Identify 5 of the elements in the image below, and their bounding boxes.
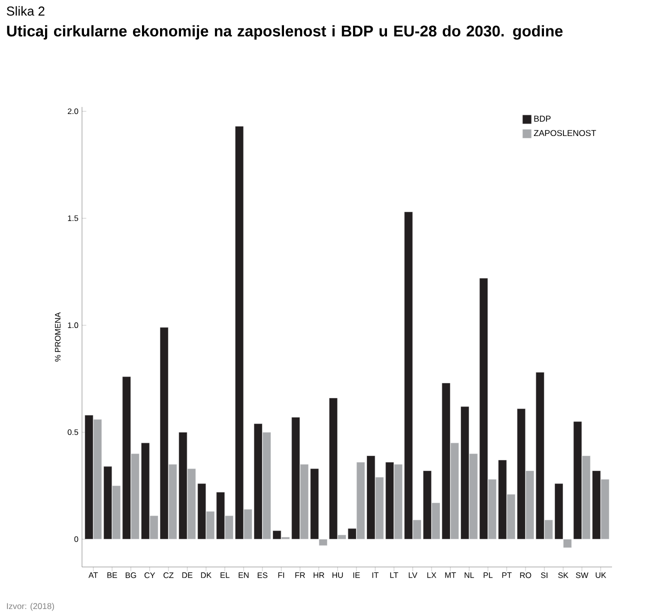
text: Izvor: (2018) [6, 602, 54, 611]
chart-title: Uticaj cirkularne ekonomije na zaposlenost i BDP u EU-28 do 2030. godine [7, 25, 563, 40]
legend-label: ZAPOSLENOST [534, 130, 596, 136]
chart-subtitle: Slika 2 [6, 6, 44, 16]
legend-label: BDP [534, 116, 551, 122]
